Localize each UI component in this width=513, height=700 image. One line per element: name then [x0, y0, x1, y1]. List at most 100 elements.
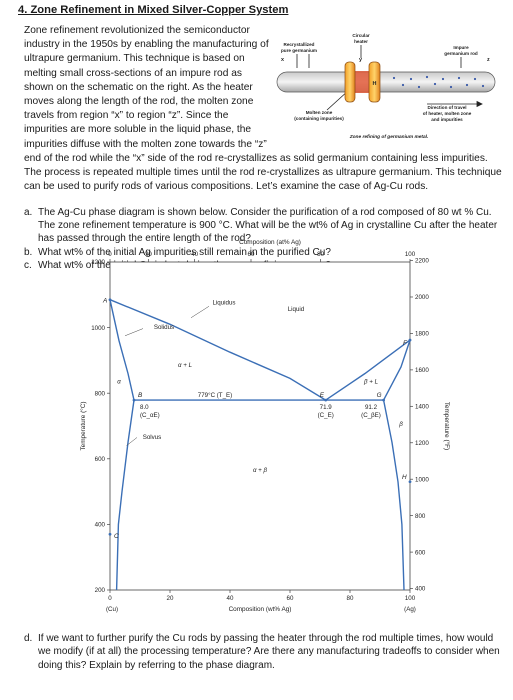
question-letter: b. [24, 246, 33, 258]
point-f [408, 338, 412, 342]
plot-frame [109, 261, 411, 591]
y2-axis-label: Temperature (°F) [443, 402, 451, 450]
top-tick-label: 40 [191, 251, 198, 258]
heater-ring-left [344, 61, 356, 103]
impurity-dots [392, 75, 485, 89]
label-alpha-beta: α + β [253, 467, 268, 474]
germanium-rod [276, 71, 496, 93]
y-tick-label: 800 [95, 390, 106, 397]
question-text: The Ag-Cu phase diagram is shown below. … [38, 207, 498, 245]
schematic-label-molten-1: Molten zone [306, 110, 333, 115]
y2-tick-label: 400 [415, 586, 426, 593]
x-tick-label: 20 [167, 595, 174, 602]
heater-ring [368, 61, 381, 103]
liquidus-left [109, 299, 327, 401]
solvus-right [382, 399, 405, 591]
end-label-ag: (Ag) [404, 606, 416, 613]
y2-tick-label: 800 [415, 513, 426, 520]
question-d: d. If we want to further purify the Cu r… [24, 632, 502, 672]
leader-liquidus [190, 306, 210, 318]
schematic-label-recrystallized-1: Recrystallized [284, 42, 315, 47]
y-axis-label: Temperature (°C) [79, 401, 87, 450]
point-label-a: A [102, 298, 107, 305]
point-label-g: G [377, 392, 382, 399]
question-letter: d. [24, 633, 33, 644]
label-comp-e-sub: (C_E) [318, 412, 334, 419]
y-tick-label: 400 [95, 522, 106, 529]
question-text: What wt% of the initial Ag impurities st… [38, 246, 331, 258]
schematic-label-impure-1: Impure [453, 45, 469, 50]
label-liquidus: Liquidus [212, 300, 235, 307]
top-tick-label: 20 [145, 251, 152, 258]
label-comp-g-sub: (C_βE) [361, 412, 381, 419]
molten-zone [355, 71, 369, 93]
schematic-figure: Circular heater Recrystallized pure germ… [269, 24, 504, 142]
label-solidus: Solidus [154, 324, 174, 331]
point-label-e: E [320, 392, 325, 399]
x-tick-label: 80 [347, 595, 354, 602]
point-e [324, 398, 328, 402]
x-tick-label: 60 [287, 595, 294, 602]
label-alpha: α [117, 378, 121, 385]
x-axis-label: Composition (wt% Ag) [229, 606, 292, 613]
point-label-c: C [114, 533, 119, 540]
y2-tick-label: 1600 [415, 367, 429, 374]
y2-tick-label: 2000 [415, 294, 429, 301]
intro-text: Zone refinement revolutionized the semic… [24, 25, 502, 193]
label-comp-e: 71.9 [320, 404, 333, 411]
schematic-label-impure-2: germanium rod [444, 51, 478, 56]
point-label-h: H [402, 474, 407, 481]
schematic-caption: Zone refining of germanium metal. [349, 134, 429, 140]
x-tick-label: 0 [108, 595, 112, 602]
schematic-label-heater-2: heater [354, 39, 368, 44]
point-label-f: F [403, 340, 408, 347]
problem-title: 4. Zone Refinement in Mixed Silver-Coppe… [18, 4, 289, 16]
label-comp-g: 91.2 [365, 404, 378, 411]
label-comp-b-sub: (C_αE) [140, 412, 160, 419]
solidus-right [382, 339, 411, 401]
y-tick-label: 600 [95, 456, 106, 463]
intro-paragraph: Circular heater Recrystallized pure germ… [24, 24, 504, 194]
y2-tick-label: 1400 [415, 404, 429, 411]
label-solvus: Solvus [143, 434, 162, 441]
label-liquid: Liquid [288, 306, 305, 313]
y2-tick-label: 2200 [415, 258, 429, 265]
question-letter: a. [24, 207, 33, 218]
end-label-cu: (Cu) [106, 606, 118, 613]
point-label-b: B [138, 392, 143, 399]
top-tick-label: 60 [248, 251, 255, 258]
question-item: a. The Ag-Cu phase diagram is shown belo… [24, 206, 502, 246]
label-comp-b: 8.0 [140, 404, 149, 411]
liquidus-right [325, 339, 411, 401]
question-letter: c. [24, 259, 32, 271]
y2-tick-label: 1200 [415, 440, 429, 447]
y-tick-label: 200 [95, 587, 106, 594]
solvus-left [115, 400, 135, 591]
label-alpha-liquid: α + L [178, 362, 193, 369]
question-text: If we want to further purify the Cu rods… [38, 633, 500, 671]
schematic-label-heater-1: Circular [352, 33, 370, 38]
top-tick-label: 80 [317, 251, 324, 258]
point-g [382, 398, 385, 402]
leader-solidus [124, 328, 144, 337]
region-x-label: x [281, 57, 284, 63]
top-axis-label: Composition (at% Ag) [239, 239, 301, 246]
y-tick-label: 1200 [91, 259, 105, 266]
label-beta-liquid: β + L [363, 378, 379, 385]
x-tick-label: 100 [405, 595, 416, 602]
x-tick-label: 40 [227, 595, 234, 602]
schematic-label-recrystallized-2: pure germanium [281, 48, 317, 53]
point-b [132, 398, 136, 402]
question-item: b. What wt% of the initial Ag impurities… [24, 246, 502, 259]
region-y-label: y [359, 57, 362, 63]
top-tick-label: 0 [108, 251, 112, 258]
y2-tick-label: 1800 [415, 331, 429, 338]
leader-solvus [126, 437, 138, 446]
schematic-label-direction-2: of heater, molten zone [423, 111, 472, 116]
heater-mark: H [373, 81, 377, 87]
label-eutectic-temperature: 779°C (T_E) [198, 392, 232, 399]
schematic-label-direction-1: Direction of travel [427, 105, 466, 110]
y-tick-label: 1000 [91, 325, 105, 332]
schematic-label-direction-3: and impurities [431, 117, 463, 122]
